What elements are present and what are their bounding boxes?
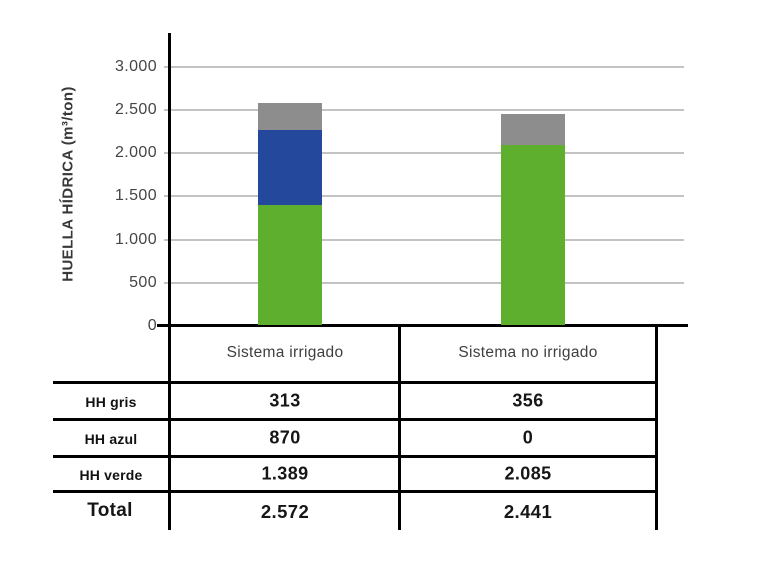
table-cell-total-irrigado: 2.572 <box>260 501 310 522</box>
zero-tick-mark <box>157 324 170 327</box>
gridline <box>164 66 684 68</box>
table-border-horizontal <box>53 455 658 458</box>
y-axis-tick-label: 500 <box>129 274 157 291</box>
table-border-horizontal <box>53 418 658 421</box>
bar-segment-hh-gris <box>501 114 565 145</box>
y-axis-title: HUELLA HÍDRICA (m³/ton) <box>59 86 77 282</box>
table-cell-hh-gris-no-irrigado: 356 <box>512 390 544 411</box>
bar-segment-hh-gris <box>258 103 322 131</box>
y-axis-tick-label: 2.500 <box>114 101 157 118</box>
table-column-header-sistema-no-irrigado: Sistema no irrigado <box>458 344 598 361</box>
table-cell-hh-azul-irrigado: 870 <box>269 427 301 448</box>
table-row-label-total: Total <box>87 500 133 521</box>
gridline <box>164 282 684 284</box>
gridline <box>164 152 684 154</box>
y-axis-tick-label: 1.000 <box>114 231 157 248</box>
table-cell-hh-gris-irrigado: 313 <box>269 390 301 411</box>
table-column-header-sistema-irrigado: Sistema irrigado <box>226 344 344 361</box>
table-cell-total-no-irrigado: 2.441 <box>503 501 553 522</box>
y-axis-tick-label: 0 <box>147 317 157 334</box>
bar-segment-hh-azul <box>258 130 322 206</box>
table-border-vertical <box>655 327 658 530</box>
y-axis-tick-label: 3.000 <box>114 58 157 75</box>
table-cell-hh-verde-irrigado: 1.389 <box>261 463 309 484</box>
bar-sistema-no-irrigado <box>501 114 565 325</box>
table-row-label-hh-gris: HH gris <box>85 394 137 410</box>
table-border-horizontal <box>53 381 658 384</box>
table-border-vertical <box>398 327 401 530</box>
gridline <box>164 109 684 111</box>
bar-segment-hh-verde <box>501 145 565 325</box>
y-axis-line <box>168 33 171 530</box>
table-cell-hh-azul-no-irrigado: 0 <box>522 427 534 448</box>
gridline <box>164 195 684 197</box>
bar-sistema-irrigado <box>258 103 322 325</box>
table-border-horizontal <box>53 490 658 493</box>
gridline <box>164 239 684 241</box>
y-axis-tick-label: 2.000 <box>114 144 157 161</box>
bar-segment-hh-verde <box>258 205 322 325</box>
x-axis-line <box>170 324 688 327</box>
y-axis-tick-label: 1.500 <box>114 187 157 204</box>
table-row-label-hh-azul: HH azul <box>84 431 138 447</box>
table-cell-hh-verde-no-irrigado: 2.085 <box>504 463 552 484</box>
table-row-label-hh-verde: HH verde <box>79 467 143 483</box>
